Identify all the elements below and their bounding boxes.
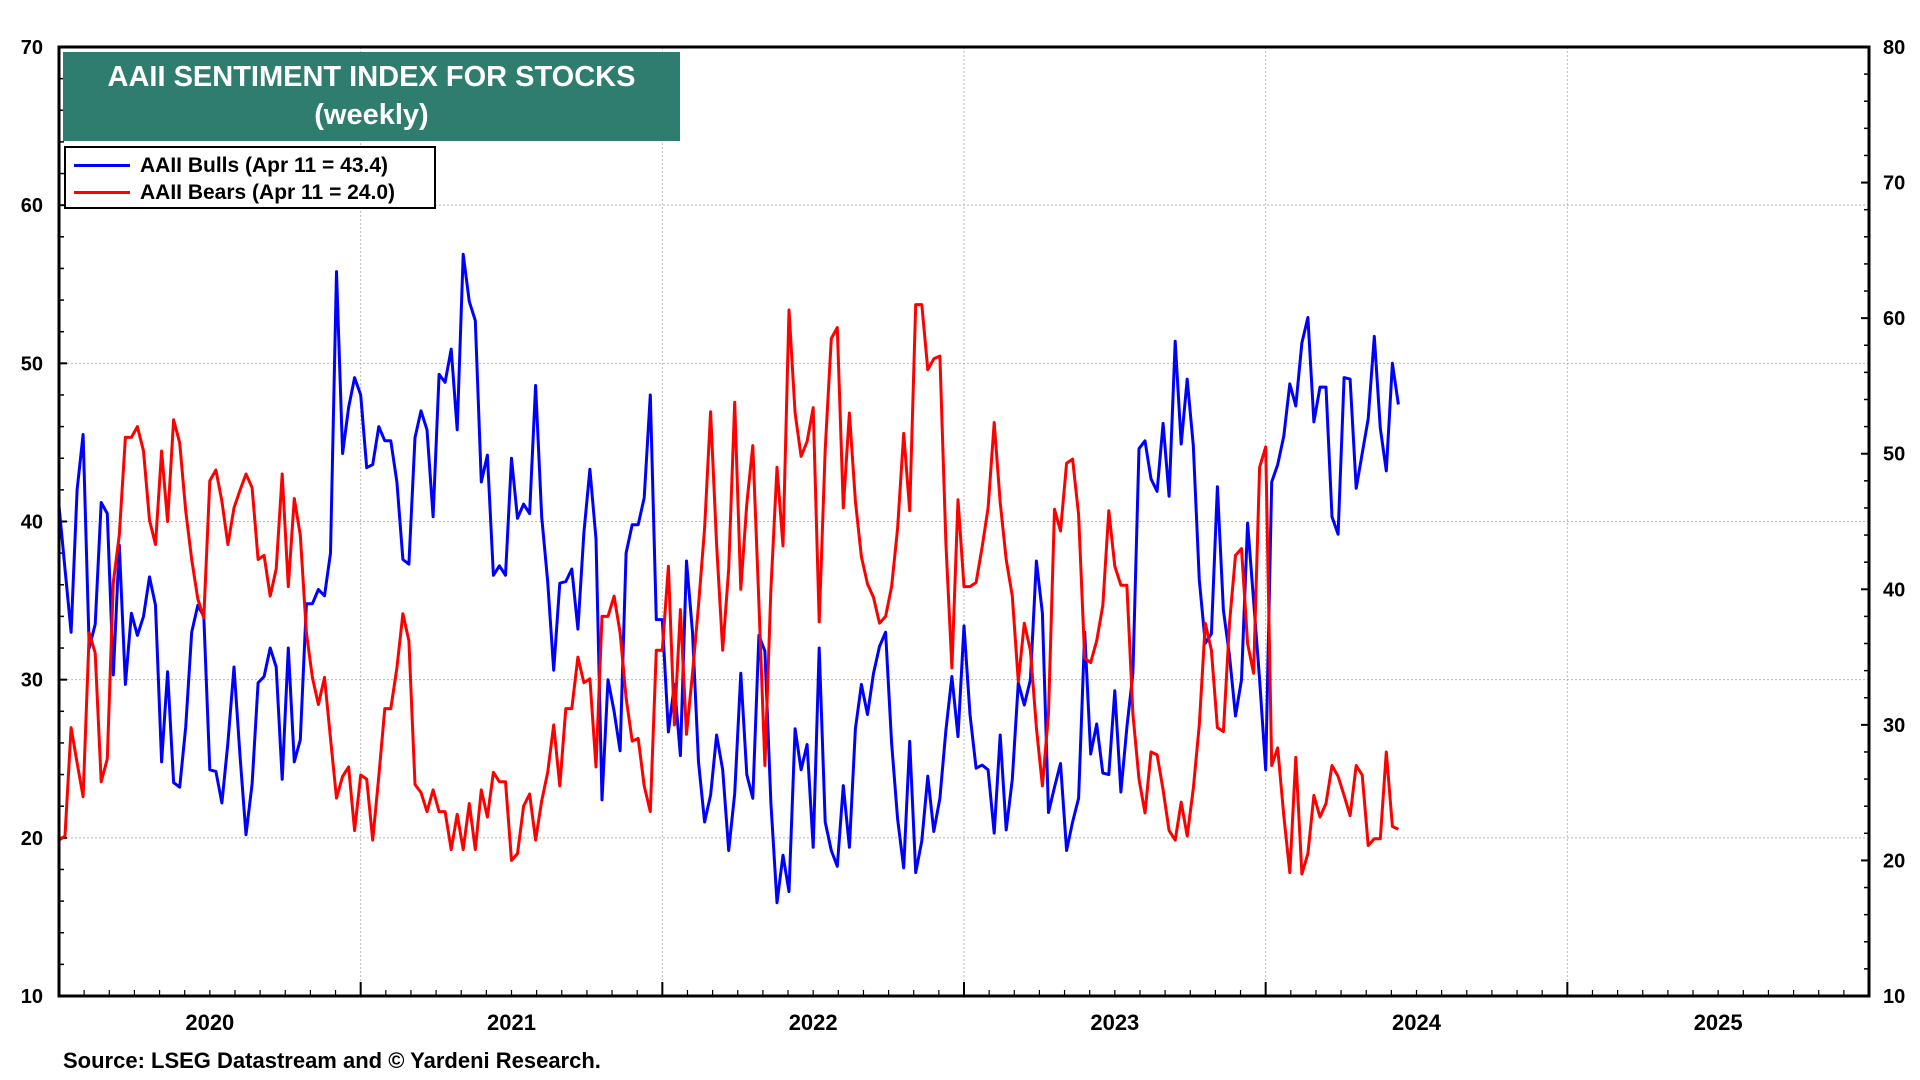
legend-label-bears: AAII Bears (Apr 11 = 24.0) bbox=[140, 180, 396, 204]
y-right-tick-label: 10 bbox=[1883, 986, 1905, 1008]
plot-frame bbox=[57, 45, 1871, 998]
x-tick-label: 2020 bbox=[185, 1010, 234, 1035]
chart-title: AAII SENTIMENT INDEX FOR STOCKS bbox=[107, 61, 636, 93]
source-note: Source: LSEG Datastream and © Yardeni Re… bbox=[63, 1048, 601, 1073]
x-tick-label: 2021 bbox=[487, 1010, 536, 1035]
legend-item-bears: AAII Bears (Apr 11 = 24.0) bbox=[74, 179, 395, 206]
x-tick-label: 2025 bbox=[1694, 1010, 1743, 1035]
series-line-bulls bbox=[57, 252, 1400, 905]
y-left-tick-label: 20 bbox=[21, 828, 43, 850]
y-right-tick-label: 80 bbox=[1883, 37, 1905, 59]
y-left-tick-label: 30 bbox=[21, 670, 43, 692]
series-lines bbox=[57, 252, 1400, 905]
x-tick-label: 2022 bbox=[789, 1010, 838, 1035]
y-right-tick-label: 20 bbox=[1883, 850, 1905, 872]
x-tick-label: 2023 bbox=[1090, 1010, 1139, 1035]
series-line-bears bbox=[58, 303, 1400, 876]
y-left-tick-label: 10 bbox=[21, 986, 43, 1008]
y-left-tick-label: 60 bbox=[21, 195, 43, 217]
chart-subtitle: (weekly) bbox=[314, 99, 429, 131]
legend-swatch-bears bbox=[74, 191, 130, 194]
x-tick-label: 2024 bbox=[1392, 1010, 1442, 1035]
legend-item-bulls: AAII Bulls (Apr 11 = 43.4) bbox=[74, 152, 388, 179]
y-right-tick-label: 50 bbox=[1883, 444, 1905, 466]
y-left-tick-label: 70 bbox=[21, 37, 43, 59]
y-right-tick-label: 60 bbox=[1883, 308, 1905, 330]
chart-title-box: AAII SENTIMENT INDEX FOR STOCKS (weekly) bbox=[63, 52, 680, 141]
legend-swatch-bulls bbox=[74, 164, 130, 167]
tick-labels: 10 20 30 40 50 60 70 10 20 30 40 50 60 70 80 2020 2021 20… bbox=[21, 37, 1906, 1035]
legend: AAII Bulls (Apr 11 = 43.4) AAII Bears (A… bbox=[64, 146, 436, 209]
legend-label-bulls: AAII Bulls (Apr 11 = 43.4) bbox=[140, 153, 389, 177]
y-left-tick-label: 40 bbox=[21, 512, 43, 534]
y-left-tick-label: 50 bbox=[21, 353, 43, 375]
y-right-tick-label: 30 bbox=[1883, 715, 1905, 737]
y-right-tick-label: 70 bbox=[1883, 173, 1905, 195]
y-right-tick-label: 40 bbox=[1883, 579, 1905, 601]
